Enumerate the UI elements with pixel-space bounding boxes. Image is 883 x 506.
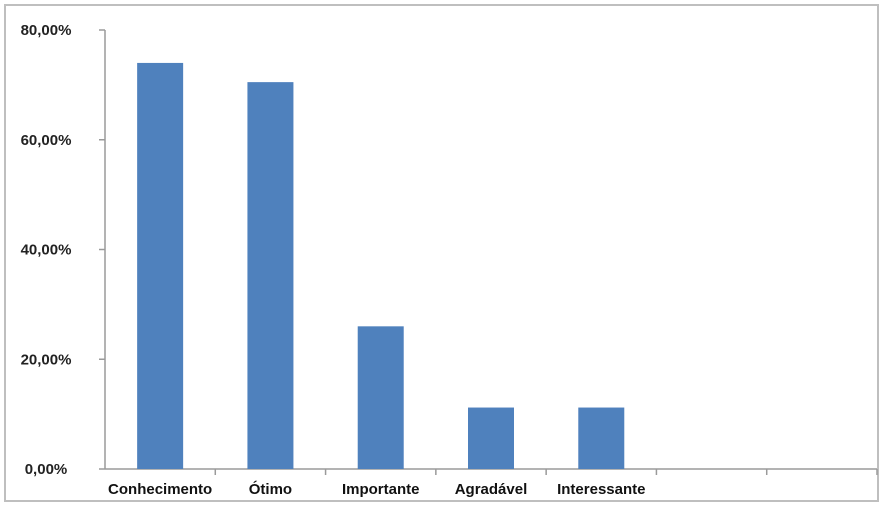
y-tick-label: 80,00% xyxy=(21,22,72,39)
y-tick-label: 40,00% xyxy=(21,242,72,259)
x-category-label: Importante xyxy=(342,481,420,498)
x-category-label: Agradável xyxy=(455,481,528,498)
x-category-label: Ótimo xyxy=(249,480,292,498)
bar xyxy=(468,407,514,469)
bar xyxy=(357,326,404,469)
y-tick-label: 0,00% xyxy=(25,461,68,478)
x-category-label: Conhecimento xyxy=(108,481,212,498)
bar xyxy=(247,82,294,469)
x-category-label: Interessante xyxy=(557,481,645,498)
bar xyxy=(137,62,184,470)
y-tick-label: 20,00% xyxy=(21,351,72,368)
bar xyxy=(578,407,625,469)
y-tick-label: 60,00% xyxy=(21,132,72,149)
chart-bars xyxy=(137,62,625,470)
chart-labels: 0,00% 20,00% 40,00% 60,00% 80,00% Conheciment… xyxy=(21,22,646,498)
